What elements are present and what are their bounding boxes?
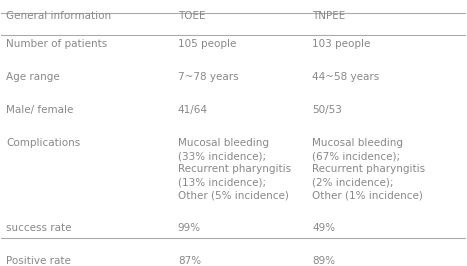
- Text: Mucosal bleeding
(67% incidence);
Recurrent pharyngitis
(2% incidence);
Other (1: Mucosal bleeding (67% incidence); Recurr…: [312, 138, 425, 201]
- Text: TNPEE: TNPEE: [312, 11, 346, 21]
- Text: Age range: Age range: [6, 72, 60, 82]
- Text: 44~58 years: 44~58 years: [312, 72, 380, 82]
- Text: Complications: Complications: [6, 138, 80, 148]
- Text: General information: General information: [6, 11, 111, 21]
- Text: TOEE: TOEE: [178, 11, 205, 21]
- Text: Mucosal bleeding
(33% incidence);
Recurrent pharyngitis
(13% incidence);
Other (: Mucosal bleeding (33% incidence); Recurr…: [178, 138, 291, 201]
- Text: Number of patients: Number of patients: [6, 39, 107, 49]
- Text: 50/53: 50/53: [312, 105, 342, 115]
- Text: 99%: 99%: [178, 223, 201, 232]
- Text: Positive rate: Positive rate: [6, 256, 71, 266]
- Text: Male/ female: Male/ female: [6, 105, 73, 115]
- Text: 7~78 years: 7~78 years: [178, 72, 239, 82]
- Text: 105 people: 105 people: [178, 39, 236, 49]
- Text: success rate: success rate: [6, 223, 71, 232]
- Text: 41/64: 41/64: [178, 105, 208, 115]
- Text: 87%: 87%: [178, 256, 201, 266]
- Text: 49%: 49%: [312, 223, 336, 232]
- Text: 89%: 89%: [312, 256, 336, 266]
- Text: 103 people: 103 people: [312, 39, 371, 49]
